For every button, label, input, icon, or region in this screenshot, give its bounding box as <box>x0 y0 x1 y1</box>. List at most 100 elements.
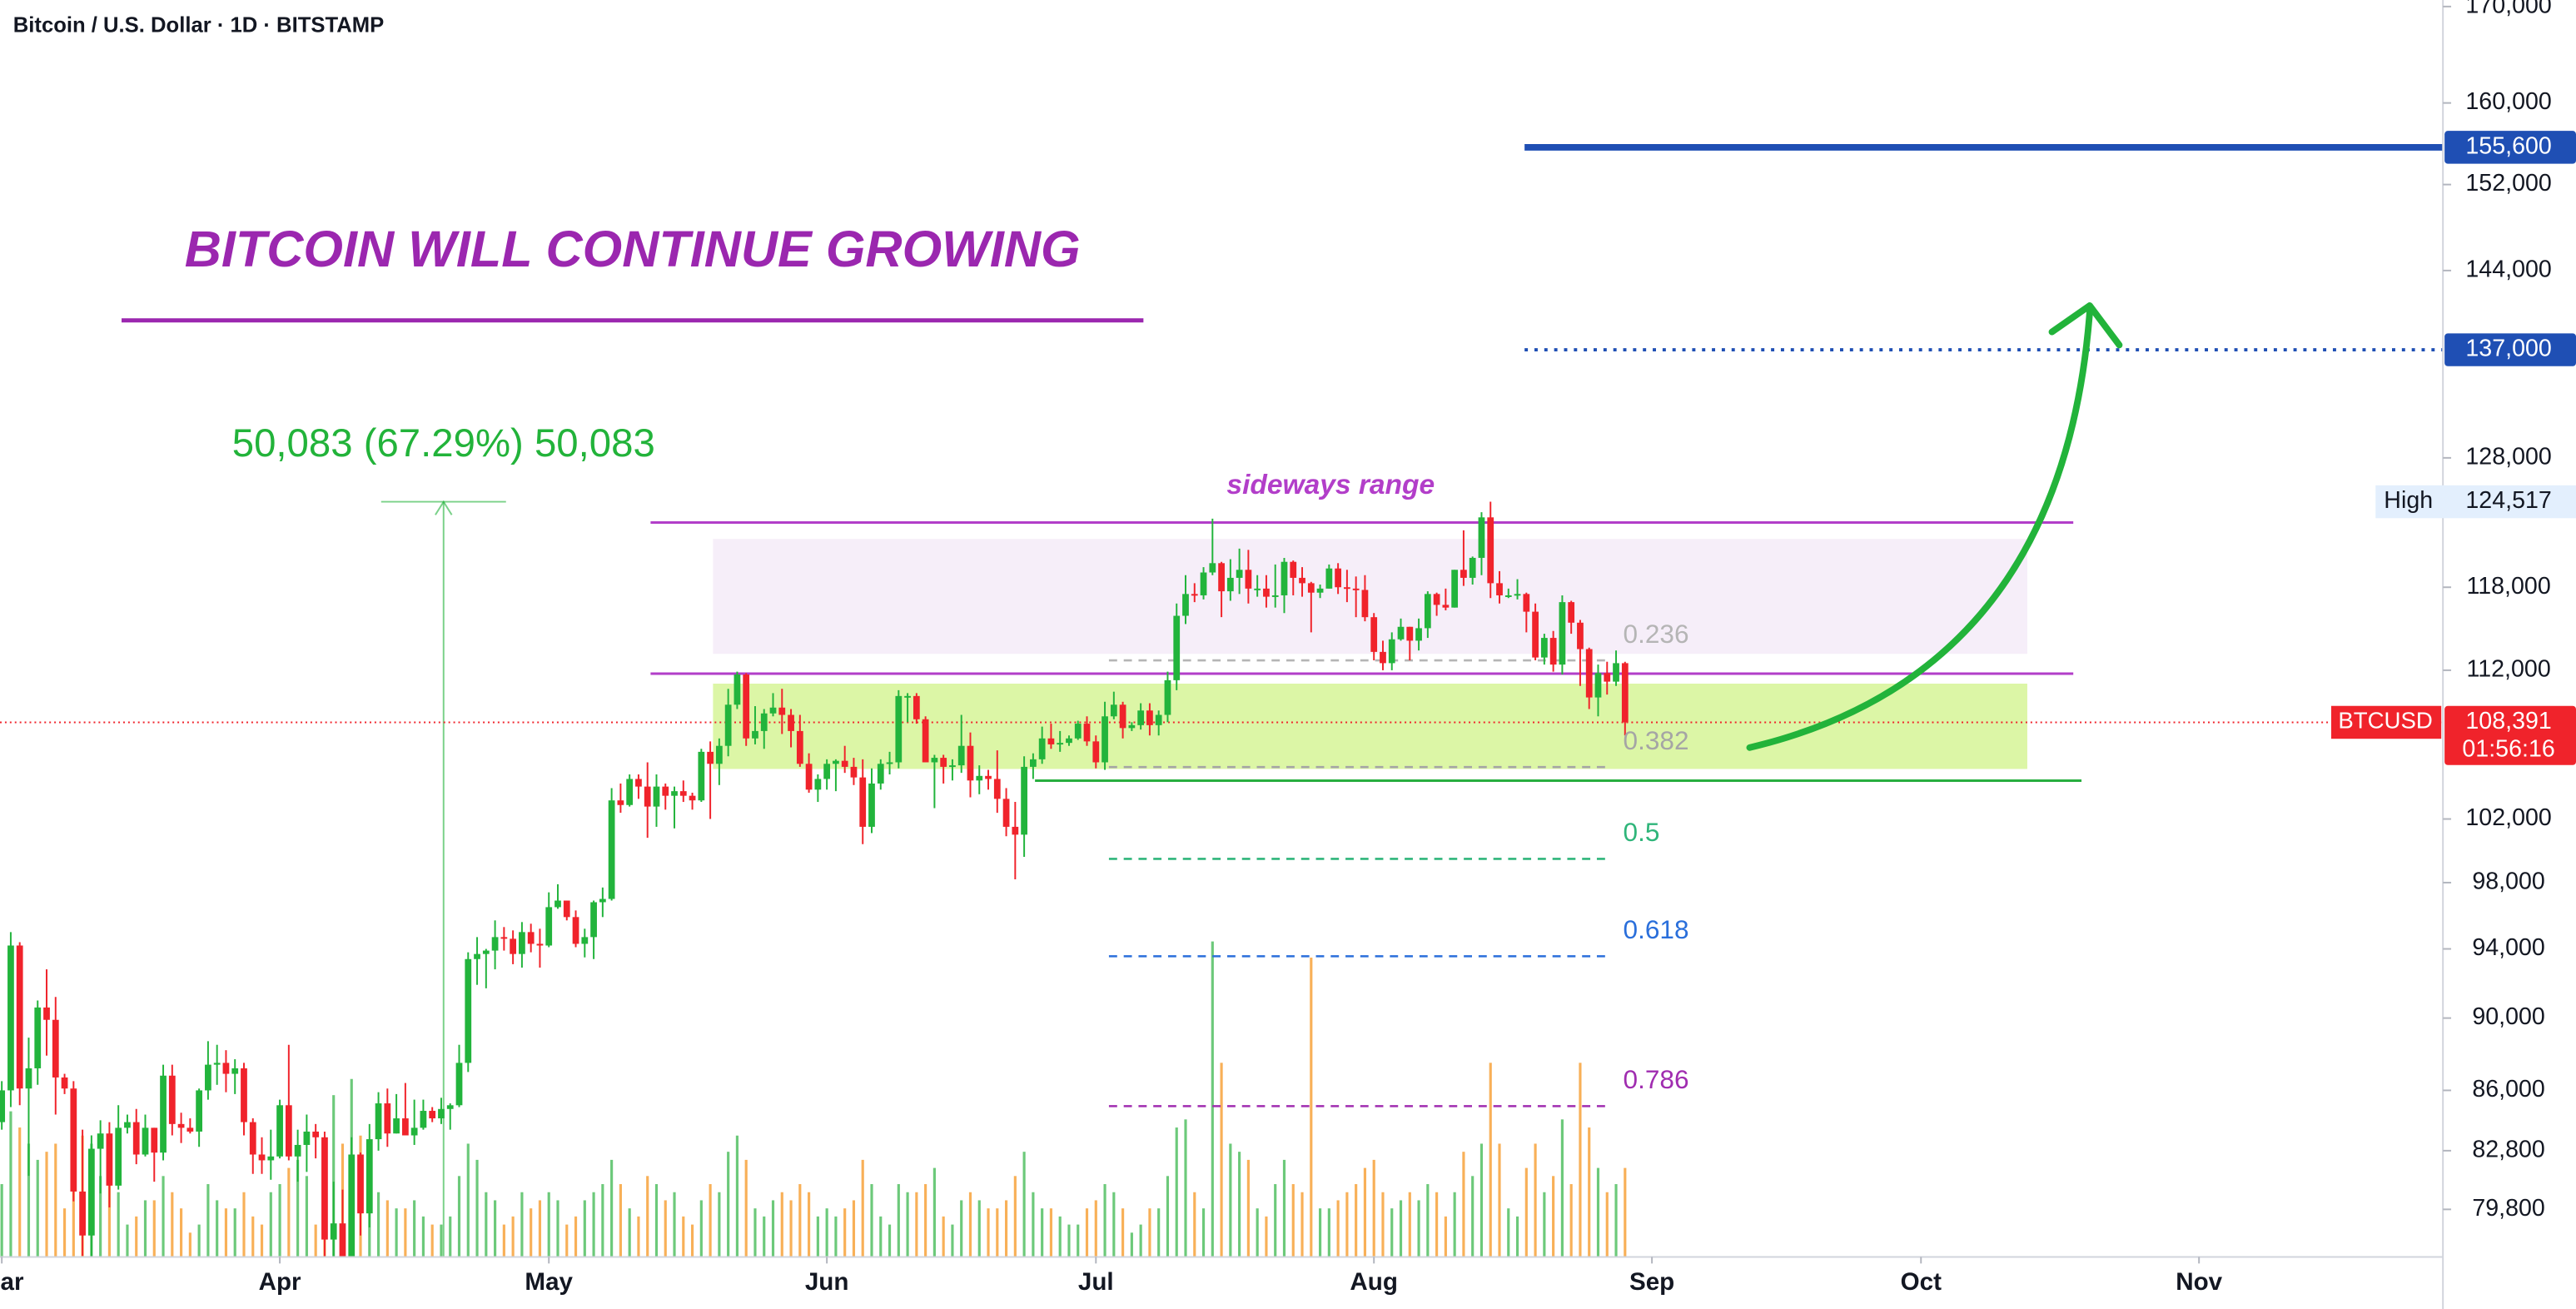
fib-label: 0.382 <box>1624 725 1689 755</box>
x-tick-label: Oct <box>1901 1268 1942 1296</box>
candle-body <box>752 730 758 739</box>
volume-bar <box>54 1143 57 1257</box>
volume-bar <box>1049 1208 1053 1257</box>
volume-bar <box>1032 1192 1035 1257</box>
candle-body <box>1424 594 1431 629</box>
y-tick-label: 79,800 <box>2472 1195 2545 1222</box>
candle-body <box>366 1139 373 1214</box>
volume-bar <box>1453 1192 1456 1257</box>
volume-bar <box>583 1200 586 1257</box>
volume-bar <box>485 1192 488 1257</box>
volume-bar <box>753 1208 757 1257</box>
x-tick-label: May <box>525 1268 573 1296</box>
candle-body <box>1577 622 1584 650</box>
volume-bar <box>924 1184 927 1257</box>
candle-body <box>61 1077 68 1089</box>
candle-body <box>106 1133 113 1186</box>
volume-bar <box>1318 1208 1322 1257</box>
candle-body <box>993 779 1001 799</box>
candle-body <box>617 800 624 805</box>
candle-body <box>1415 628 1422 641</box>
candle-body <box>1102 716 1108 763</box>
candle-body <box>1487 517 1494 584</box>
candle-body <box>1594 673 1602 698</box>
symbol-tag-label: BTCUSD <box>2338 708 2433 734</box>
candle-body <box>186 1127 194 1132</box>
candle-body <box>1146 710 1153 725</box>
volume-bar <box>62 1208 67 1257</box>
volume-bar <box>628 1208 631 1257</box>
volume-bar <box>1507 1208 1510 1257</box>
candle-body <box>339 1223 346 1257</box>
volume-bar <box>951 1224 954 1257</box>
measure-label: 50,083 (67.29%) 50,083 <box>232 421 655 465</box>
volume-bar <box>126 1224 129 1257</box>
volume-bar <box>430 1224 434 1257</box>
candle-body <box>940 758 947 767</box>
candle-body <box>1254 588 1261 590</box>
candle-body <box>231 1068 239 1074</box>
candle-body <box>1478 517 1485 558</box>
candle-body <box>689 795 696 801</box>
candle-body <box>1164 679 1171 715</box>
volume-bar <box>1624 1167 1627 1257</box>
candle-body <box>1038 738 1046 759</box>
volume-bar <box>763 1216 766 1257</box>
candle-body <box>949 765 956 768</box>
volume-bar <box>1157 1208 1161 1257</box>
candle-body <box>115 1127 122 1186</box>
candle-body <box>330 1223 337 1240</box>
candle-body <box>716 745 723 764</box>
candle-body <box>142 1127 149 1155</box>
y-tick-label: 128,000 <box>2465 443 2551 470</box>
candle-body <box>833 760 839 764</box>
volume-bar <box>852 1200 856 1257</box>
volume-bar <box>107 1184 111 1257</box>
candle-body <box>0 1090 6 1122</box>
candle-body <box>375 1103 382 1140</box>
volume-bar <box>1381 1192 1385 1257</box>
high-tag-value: 124,517 <box>2465 487 2551 514</box>
x-tick-label: Nov <box>2176 1268 2222 1296</box>
volume-bar <box>305 1176 308 1257</box>
candle-body <box>1263 588 1270 597</box>
volume-bar <box>1498 1143 1501 1257</box>
price-tag-label: 137,000 <box>2465 336 2551 362</box>
axis-panel <box>2443 0 2576 1309</box>
volume-bar <box>457 1176 461 1257</box>
candle-body <box>70 1088 77 1192</box>
candle-body <box>1370 617 1378 652</box>
candle-body <box>491 937 499 951</box>
candle-body <box>1119 704 1126 729</box>
candle-body <box>536 943 544 946</box>
candle-body <box>823 764 831 779</box>
volume-bar <box>1077 1224 1080 1257</box>
volume-bar <box>162 1176 165 1257</box>
measure-arrowhead <box>435 500 453 515</box>
x-tick-label: Mar <box>0 1268 24 1296</box>
candle-body <box>976 775 983 781</box>
volume-bar <box>727 1152 730 1257</box>
volume-bar <box>475 1159 479 1257</box>
volume-bar <box>1121 1208 1125 1257</box>
price-tag-label: 155,600 <box>2465 132 2551 159</box>
volume-bar <box>996 1208 999 1257</box>
volume-bar <box>1238 1152 1241 1257</box>
candle-body <box>1290 561 1297 578</box>
candle-body <box>1604 673 1611 682</box>
volume-bar <box>977 1200 981 1257</box>
volume-bar <box>449 1216 452 1257</box>
candle-body <box>769 707 777 714</box>
candle-body <box>895 695 903 763</box>
volume-bar <box>1569 1184 1573 1257</box>
candle-body <box>886 762 893 764</box>
candle-body <box>1523 594 1530 612</box>
candle-body <box>788 714 794 731</box>
candle-body <box>707 751 714 764</box>
candle-body <box>608 800 615 899</box>
y-tick-label: 160,000 <box>2465 88 2551 115</box>
range-label: sideways range <box>1226 470 1435 500</box>
candle-body <box>1559 602 1566 665</box>
volume-bar <box>1462 1152 1465 1257</box>
candle-body <box>662 786 669 796</box>
